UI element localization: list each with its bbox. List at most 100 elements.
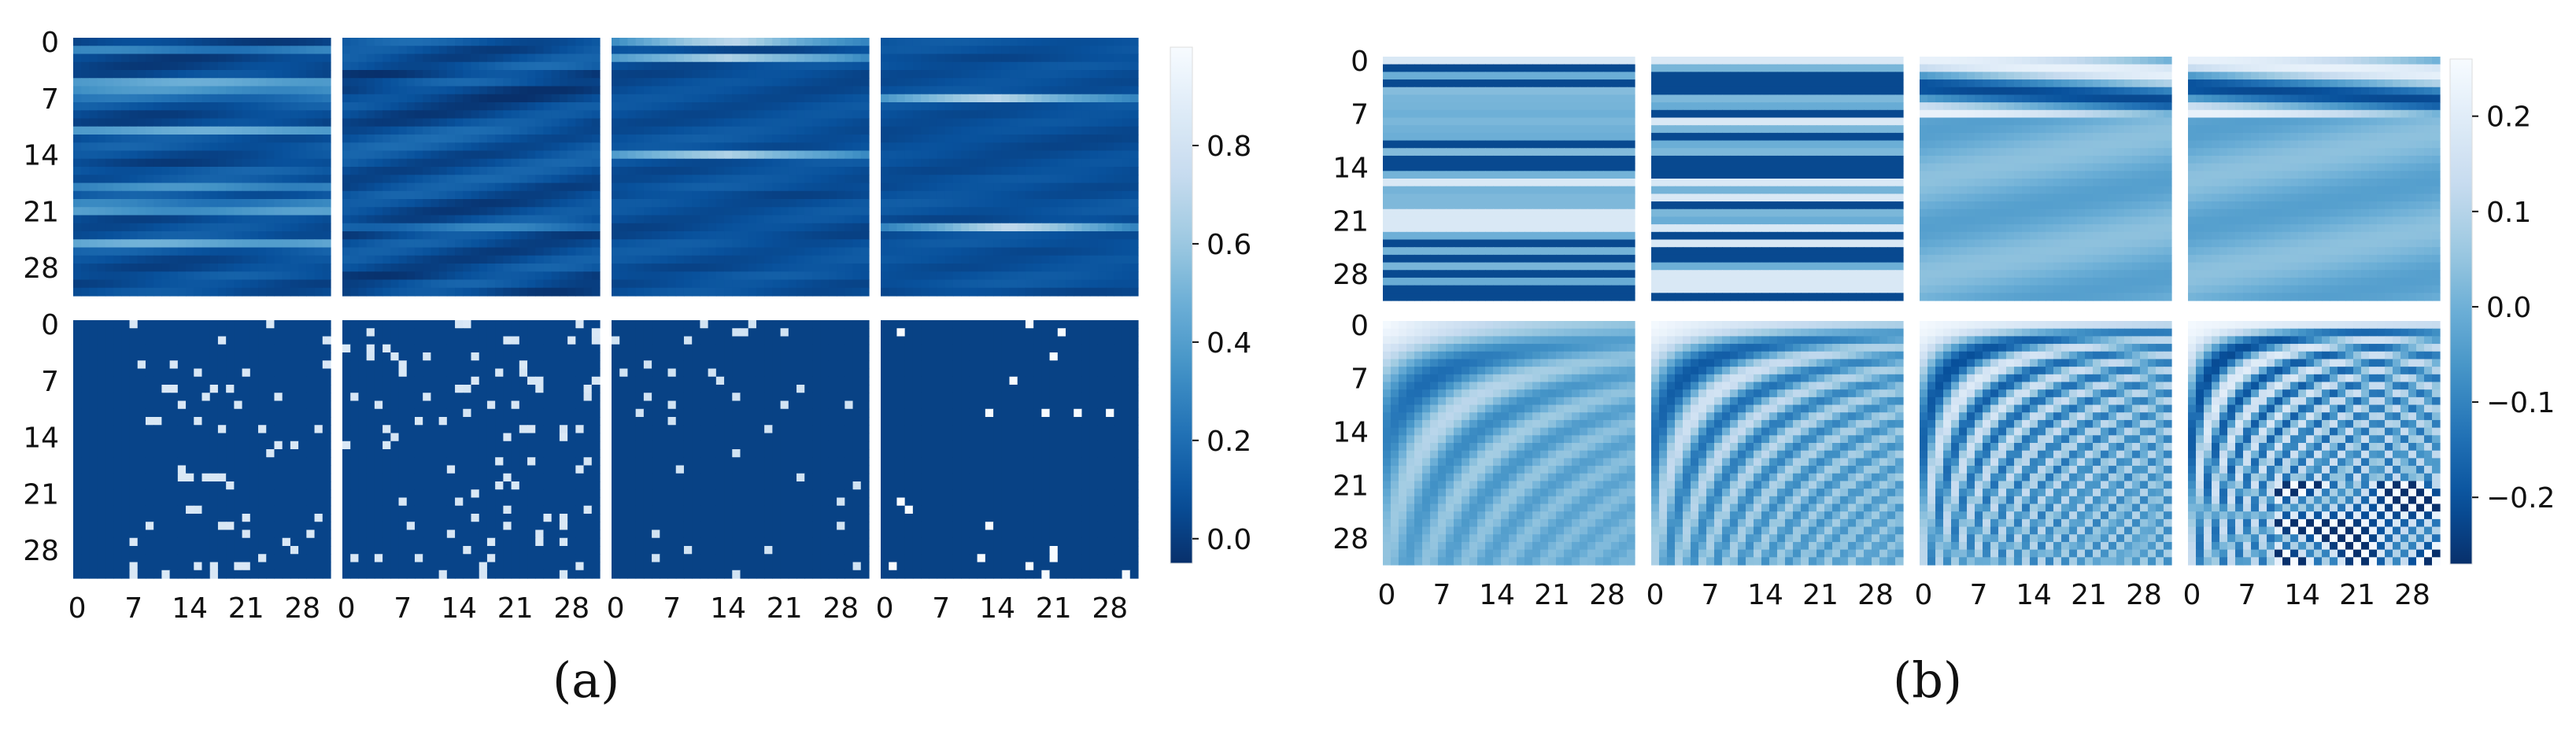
heatmap-cell	[575, 264, 585, 272]
heatmap-cell	[519, 53, 528, 63]
heatmap-cell	[81, 231, 91, 240]
heatmap-cell	[828, 190, 837, 200]
heatmap-cell	[471, 271, 480, 281]
heatmap-cell	[258, 199, 267, 208]
heatmap-cell	[153, 279, 163, 289]
heatmap-cell	[153, 86, 163, 95]
heatmap-cell	[342, 167, 351, 175]
heatmap-cell	[660, 287, 669, 297]
heatmap-cell	[667, 110, 677, 120]
heatmap-cell	[559, 271, 568, 281]
heatmap-cell	[1041, 215, 1051, 224]
heatmap-cell	[358, 287, 368, 297]
heatmap-cell	[692, 102, 701, 111]
heatmap-cell	[977, 190, 986, 200]
heatmap-cell	[683, 287, 693, 297]
heatmap-cell	[423, 135, 432, 143]
heatmap-cell	[667, 239, 677, 249]
heatmap-cell	[121, 473, 131, 482]
heatmap-cell	[121, 481, 131, 490]
heatmap-cell	[1106, 190, 1114, 200]
heatmap-cell	[837, 102, 845, 111]
heatmap-cell	[121, 86, 131, 95]
heatmap-cell	[209, 126, 219, 135]
heatmap-cell	[186, 264, 194, 272]
heatmap-cell	[627, 167, 637, 175]
heatmap-cell	[438, 61, 448, 71]
heatmap-cell	[81, 239, 91, 249]
heatmap-cell	[1057, 142, 1066, 152]
heatmap-cell	[390, 279, 400, 289]
heatmap-cell	[828, 135, 837, 143]
heatmap-cell	[643, 135, 652, 143]
heatmap-cell	[153, 102, 163, 111]
heatmap-cell	[73, 537, 82, 547]
heatmap-cell	[896, 264, 906, 272]
heatmap-cell	[322, 239, 331, 249]
heatmap-cell	[535, 110, 545, 120]
heatmap-cell	[969, 135, 978, 143]
heatmap-cell	[1049, 94, 1059, 103]
heatmap-cell	[724, 215, 733, 224]
heatmap-cell	[937, 70, 946, 79]
heatmap-cell	[1001, 78, 1011, 87]
heatmap-cell	[837, 38, 845, 46]
heatmap-cell	[635, 38, 645, 46]
heatmap-cell	[667, 118, 677, 127]
heatmap-cell	[153, 385, 163, 393]
heatmap-cell	[1066, 255, 1074, 264]
heatmap-cell	[1089, 38, 1099, 46]
heatmap-cell	[350, 135, 360, 143]
heatmap-cell	[881, 135, 889, 143]
heatmap-cell	[177, 207, 187, 216]
heatmap-cell	[406, 110, 416, 120]
heatmap-cell	[169, 336, 179, 345]
heatmap-cell	[896, 78, 906, 87]
heatmap-cell	[993, 215, 1002, 224]
heatmap-cell	[153, 417, 163, 426]
heatmap-cell	[912, 61, 922, 71]
heatmap-cell	[692, 264, 701, 272]
heatmap-cell	[732, 255, 741, 264]
heatmap-cell	[121, 433, 131, 442]
heatmap-cell	[1122, 118, 1131, 127]
heatmap-cell	[1057, 150, 1066, 160]
heatmap-cell	[226, 425, 235, 434]
heatmap-cell	[322, 135, 331, 143]
heatmap-cell	[266, 255, 275, 264]
heatmap-cell	[242, 497, 251, 507]
heatmap-cell	[486, 150, 496, 160]
heatmap-cell	[896, 207, 906, 216]
heatmap-cell	[137, 529, 146, 539]
heatmap-cell	[105, 465, 114, 474]
heatmap-cell	[969, 190, 978, 200]
heatmap-cell	[177, 449, 187, 458]
heatmap-cell	[1097, 61, 1107, 71]
heatmap-a-0-3	[881, 38, 1139, 297]
heatmap-cell	[358, 86, 368, 95]
heatmap-cell	[431, 135, 440, 143]
heatmap-cell	[145, 320, 154, 329]
heatmap-cell	[1074, 207, 1083, 216]
heatmap-cell	[217, 142, 227, 152]
heatmap-cell	[961, 223, 970, 232]
heatmap-cell	[137, 481, 146, 490]
heatmap-cell	[844, 53, 854, 63]
heatmap-cell	[121, 126, 131, 135]
heatmap-cell	[993, 271, 1002, 281]
heatmap-cell	[820, 279, 830, 289]
heatmap-cell	[837, 264, 845, 272]
heatmap-cell	[643, 271, 652, 281]
heatmap-cell	[511, 183, 520, 192]
heatmap-cell	[1114, 86, 1123, 95]
heatmap-cell	[511, 247, 520, 256]
heatmap-cell	[527, 223, 536, 232]
heatmap-cell	[446, 264, 456, 272]
heatmap-cell	[366, 207, 375, 216]
heatmap-cell	[1009, 38, 1018, 46]
heatmap-cell	[519, 118, 528, 127]
heatmap-cell	[772, 215, 782, 224]
heatmap-cell	[194, 505, 203, 514]
heatmap-cell	[479, 78, 488, 87]
heatmap-cell	[1081, 287, 1091, 297]
